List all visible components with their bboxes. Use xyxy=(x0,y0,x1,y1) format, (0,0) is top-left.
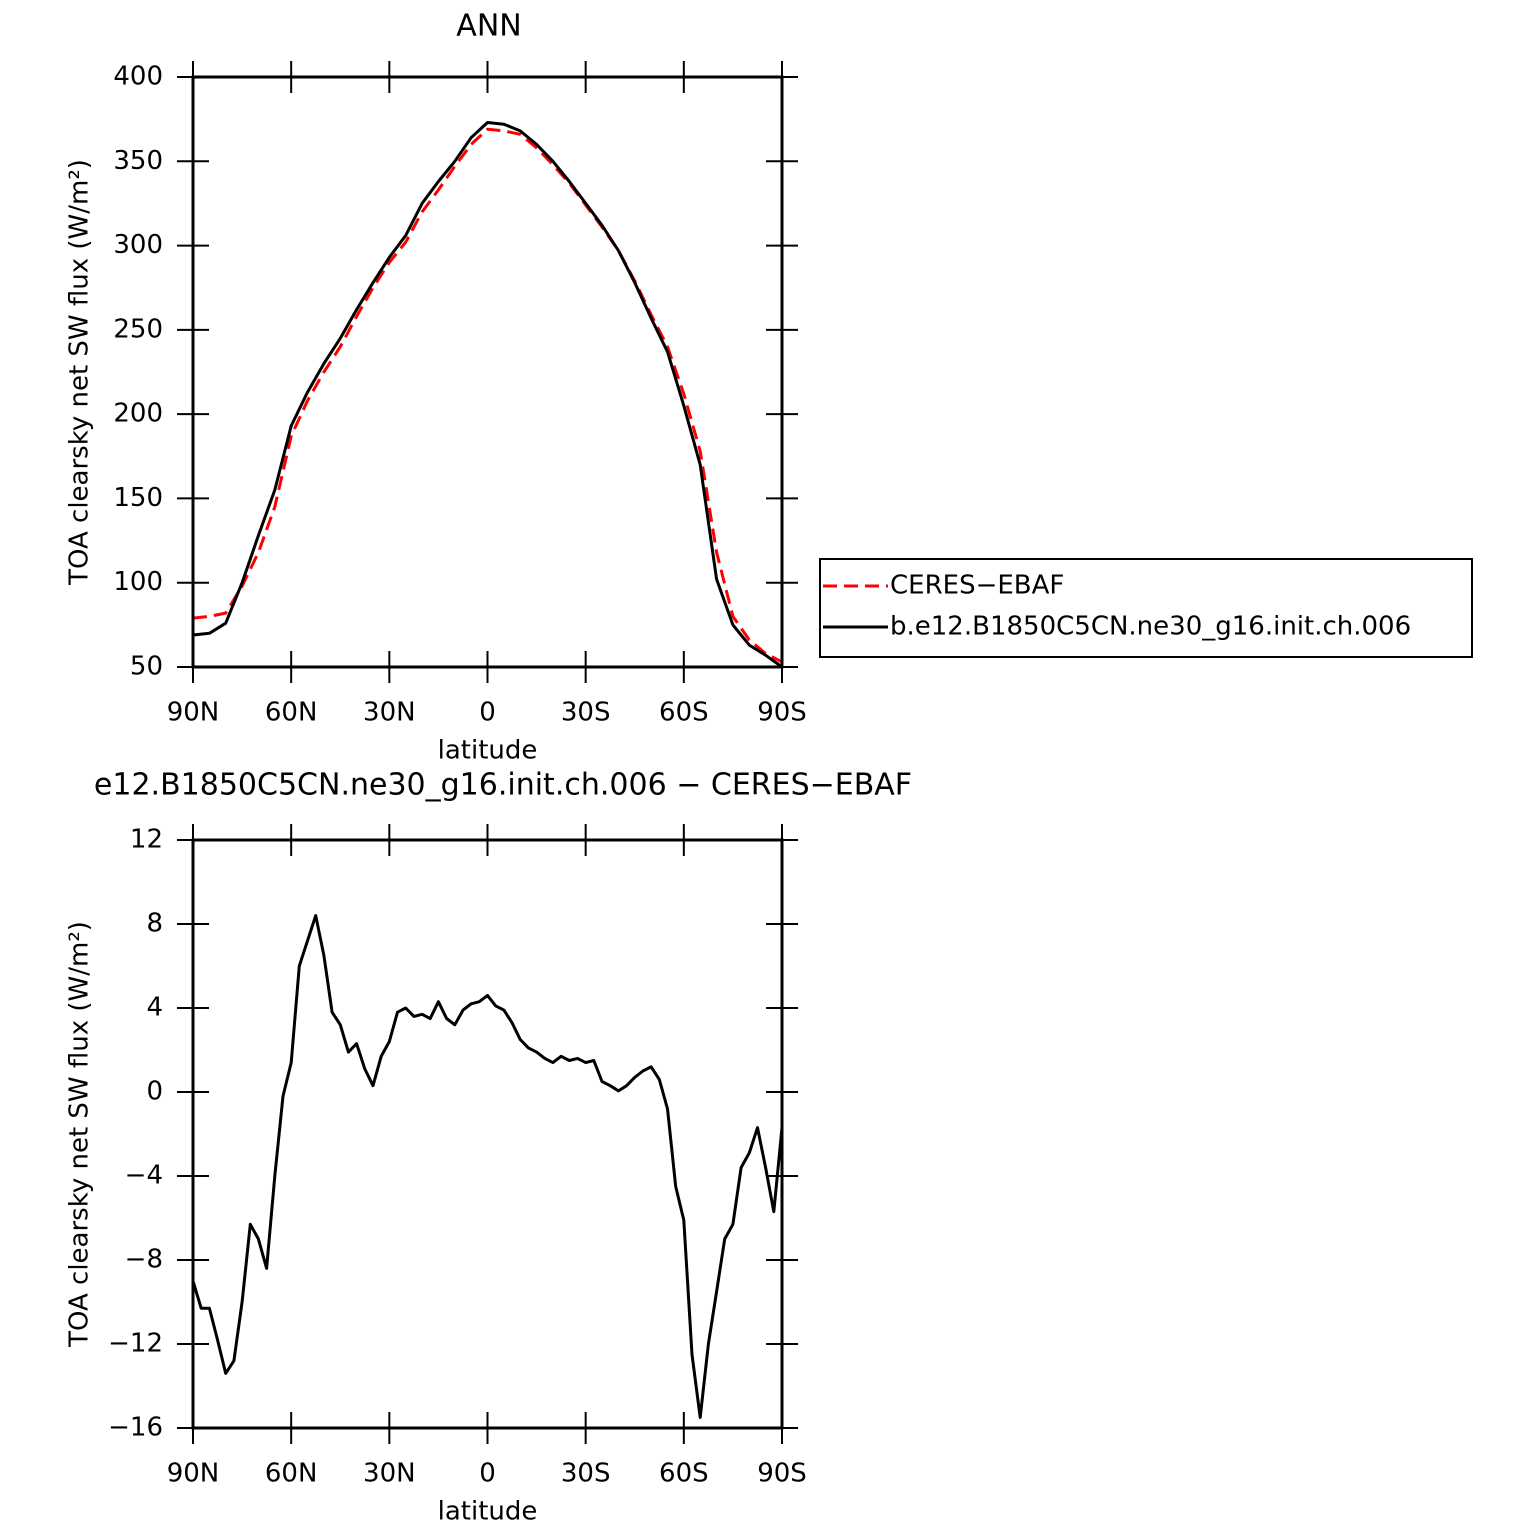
x-tick-label: 60N xyxy=(265,698,318,728)
x-tick-label: 90S xyxy=(757,1459,807,1489)
x-tick-label: 90N xyxy=(167,1459,220,1489)
legend-box xyxy=(819,558,1473,658)
x-tick-label: 30N xyxy=(363,1459,416,1489)
x-tick-label: 60N xyxy=(265,1459,318,1489)
series-line xyxy=(192,121,783,669)
y-tick-label: 200 xyxy=(113,399,163,429)
y-tick-label: 300 xyxy=(113,230,163,260)
x-axis-label: latitude xyxy=(438,1497,538,1527)
y-tick-label: 350 xyxy=(113,146,163,176)
y-tick-label: 400 xyxy=(113,62,163,92)
y-tick-label: 12 xyxy=(130,825,163,855)
x-tick-label: 30S xyxy=(561,698,611,728)
x-tick-label: 90S xyxy=(757,698,807,728)
plot-frame xyxy=(191,838,784,1430)
x-tick-label: 30S xyxy=(561,1459,611,1489)
x-tick-label: 60S xyxy=(659,698,709,728)
y-tick-label: 8 xyxy=(146,909,163,939)
x-axis-label: latitude xyxy=(438,736,538,766)
chart-title: ANN xyxy=(456,9,521,44)
x-tick-label: 60S xyxy=(659,1459,709,1489)
y-tick-label: 0 xyxy=(146,1077,163,1107)
y-axis-label: TOA clearsky net SW flux (W/m²) xyxy=(65,159,95,586)
legend-label: b.e12.B1850C5CN.ne30_g16.init.ch.006 xyxy=(890,612,1411,642)
x-tick-label: 0 xyxy=(479,1459,496,1489)
x-tick-label: 30N xyxy=(363,698,416,728)
y-tick-label: 50 xyxy=(130,652,163,682)
y-tick-label: −12 xyxy=(108,1329,163,1359)
legend-label: CERES−EBAF xyxy=(890,571,1064,601)
chart-title: e12.B1850C5CN.ne30_g16.init.ch.006 − CER… xyxy=(94,768,912,803)
x-tick-label: 0 xyxy=(479,698,496,728)
plot-frame xyxy=(191,75,784,669)
y-tick-label: 4 xyxy=(146,993,163,1023)
series-line xyxy=(192,127,783,664)
series-line xyxy=(191,914,784,1419)
y-axis-label: TOA clearsky net SW flux (W/m²) xyxy=(65,921,95,1348)
y-tick-label: −4 xyxy=(125,1161,163,1191)
y-tick-label: −16 xyxy=(108,1413,163,1443)
y-tick-label: 250 xyxy=(113,314,163,344)
y-tick-label: 150 xyxy=(113,483,163,513)
y-tick-label: 100 xyxy=(113,567,163,597)
y-tick-label: −8 xyxy=(125,1245,163,1275)
x-tick-label: 90N xyxy=(167,698,220,728)
